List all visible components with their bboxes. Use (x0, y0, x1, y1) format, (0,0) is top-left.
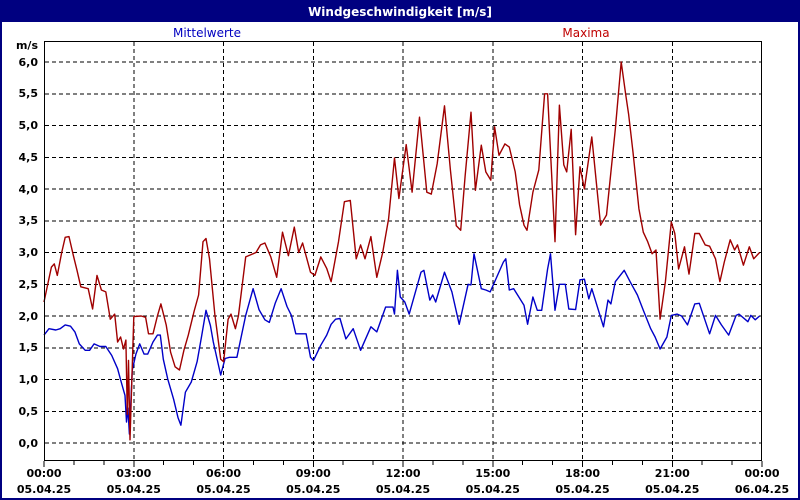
x-tick-time-label: 00:00 (26, 467, 62, 480)
x-tick-date-label: 05.04.25 (465, 483, 520, 496)
y-tick-label: 2,0 (18, 309, 39, 323)
x-tick-time-label: 09:00 (295, 467, 331, 480)
x-tick-time-label: 06:00 (205, 467, 241, 480)
x-tick-date-label: 05.04.25 (645, 483, 700, 496)
plot-area (43, 41, 763, 467)
x-tick-date-label: 05.04.25 (555, 483, 610, 496)
y-tick-label: 3,5 (18, 214, 39, 228)
x-tick-date-label: 05.04.25 (106, 483, 161, 496)
y-tick-label: 0,0 (18, 436, 39, 450)
x-tick-date-label: 05.04.25 (196, 483, 251, 496)
x-tick-date-label: 05.04.25 (286, 483, 341, 496)
y-tick-label: 2,5 (18, 277, 39, 291)
series-line-maxima (43, 61, 761, 441)
plot-border (44, 41, 762, 461)
window-title: Windgeschwindigkeit [m/s] (308, 5, 492, 19)
y-tick-label: 5,0 (18, 119, 39, 132)
y-tick-label: 5,5 (18, 87, 39, 101)
x-tick-date-label: 06.04.25 (734, 483, 790, 496)
x-tick-time-label: 15:00 (475, 467, 511, 480)
x-tick-date-label: 05.04.25 (375, 483, 431, 496)
y-tick-label: 0,5 (18, 404, 39, 418)
y-tick-label: 1,0 (18, 373, 39, 386)
series-line-mittelwerte (43, 253, 761, 435)
y-tick-label: 4,5 (18, 150, 39, 164)
window-titlebar: Windgeschwindigkeit [m/s] (2, 2, 798, 22)
y-tick-label: 6,0 (18, 55, 39, 69)
x-tick-time-label: 12:00 (385, 467, 421, 480)
x-tick-time-label: 21:00 (654, 467, 690, 480)
x-tick-time-label: 03:00 (116, 467, 152, 480)
x-tick-date-label: 05.04.25 (16, 483, 72, 496)
x-tick-time-label: 18:00 (564, 467, 600, 480)
legend-mean-label: Mittelwerte (172, 26, 242, 40)
legend-max-label: Maxima (562, 26, 610, 40)
x-tick-time-label: 00:00 (744, 467, 780, 480)
y-tick-label: 3,0 (18, 246, 39, 259)
y-axis-unit-label: m/s (15, 39, 38, 52)
y-tick-label: 1,5 (18, 341, 39, 355)
y-tick-label: 4,0 (18, 182, 39, 196)
